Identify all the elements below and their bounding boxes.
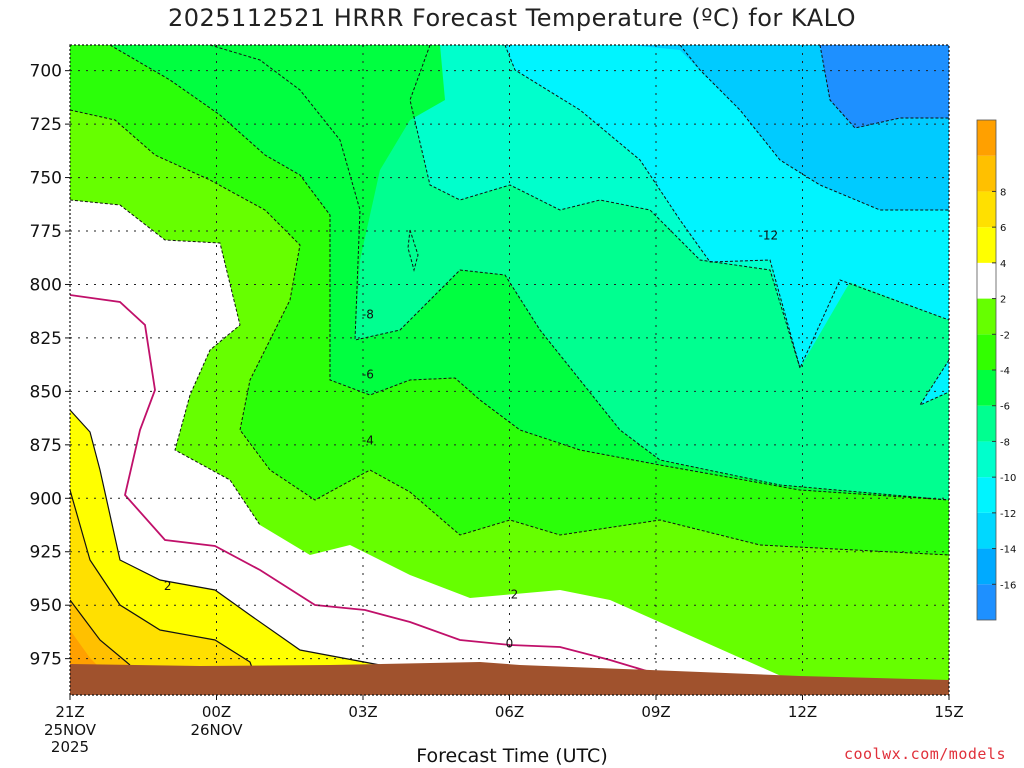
colorbar-swatch bbox=[977, 512, 996, 549]
contour-label: -12 bbox=[759, 228, 779, 242]
colorbar-label: -4 bbox=[1000, 366, 1010, 377]
colorbar-label: -2 bbox=[1000, 330, 1010, 341]
field-minus16-band bbox=[820, 45, 949, 128]
colorbar-swatch bbox=[977, 441, 996, 478]
y-tick-label: 825 bbox=[30, 329, 62, 349]
colorbar-swatch bbox=[977, 370, 996, 406]
x-tick-label: 00Z bbox=[202, 703, 231, 721]
chart-title: 2025112521 HRRR Forecast Temperature (ºC… bbox=[167, 4, 857, 32]
colorbar-swatch bbox=[977, 405, 996, 442]
x-axis-title: Forecast Time (UTC) bbox=[416, 745, 608, 767]
field-above-freezing bbox=[70, 200, 949, 695]
contour-labels: -12 -8 -6 -4 2 2 0 bbox=[164, 228, 778, 650]
colorbar-label: -10 bbox=[1000, 473, 1016, 484]
colorbar-label: -16 bbox=[1000, 580, 1016, 591]
x-tick-label: 12Z bbox=[788, 703, 817, 721]
x-tick-sublabel: 2025 bbox=[51, 738, 89, 756]
colorbar-swatch bbox=[977, 334, 996, 370]
plot-area: -12 -8 -6 -4 2 2 0 bbox=[70, 45, 949, 695]
colorbar-label: 2 bbox=[1000, 295, 1006, 306]
colorbar-label: -6 bbox=[1000, 402, 1010, 413]
colorbar-label: -8 bbox=[1000, 437, 1010, 448]
y-tick-label: 925 bbox=[30, 543, 62, 563]
ground-terrain bbox=[70, 662, 949, 695]
colorbar-swatch bbox=[977, 262, 996, 299]
x-tick-label: 06Z bbox=[495, 703, 524, 721]
colorbar-swatch bbox=[977, 548, 996, 585]
x-tick-sublabel: 26NOV bbox=[190, 721, 243, 739]
zero-degree-contour bbox=[70, 294, 651, 673]
contour-label: -4 bbox=[362, 434, 374, 448]
y-tick-label: 725 bbox=[30, 115, 62, 135]
dashed-contours bbox=[70, 45, 949, 556]
colorbar-swatch bbox=[977, 298, 996, 335]
colorbar-swatch bbox=[977, 227, 996, 263]
y-tick-label: 975 bbox=[30, 650, 62, 670]
colorbar-swatch bbox=[977, 477, 996, 513]
colorbar-swatch bbox=[977, 120, 996, 156]
colorbar-label: -14 bbox=[1000, 545, 1016, 556]
x-tick-label: 21Z bbox=[55, 703, 84, 721]
colorbar-label: 8 bbox=[1000, 187, 1006, 198]
colorbar-label: -12 bbox=[1000, 509, 1016, 520]
solid-contours bbox=[70, 409, 381, 691]
colorbar: -16 -14 -12 -10 -8 -6 -4 -2 2 4 6 8 bbox=[976, 119, 1016, 621]
x-tick-label: 09Z bbox=[641, 703, 670, 721]
contour-label: 2 bbox=[164, 579, 172, 593]
field-4-to-6 bbox=[70, 490, 260, 695]
x-tick-sublabel: 25NOV bbox=[44, 721, 97, 739]
y-tick-label: 875 bbox=[30, 436, 62, 456]
colorbar-label: 4 bbox=[1000, 259, 1006, 270]
colorbar-label: 6 bbox=[1000, 223, 1006, 234]
y-tick-label: 700 bbox=[30, 62, 62, 82]
y-tick-label: 775 bbox=[30, 222, 62, 242]
contour-label: -8 bbox=[362, 307, 374, 321]
y-tick-label: 750 bbox=[30, 169, 62, 189]
colorbar-swatch bbox=[977, 191, 996, 228]
colorbar-swatch bbox=[977, 155, 996, 192]
contour-label: -6 bbox=[362, 367, 374, 381]
contour-label: 0 bbox=[506, 637, 514, 651]
colorbar-swatch bbox=[977, 584, 996, 620]
x-tick-label: 03Z bbox=[348, 703, 377, 721]
y-axis-ticks: 700 725 750 775 800 825 850 875 900 925 950 975 bbox=[30, 62, 70, 670]
y-tick-label: 800 bbox=[30, 275, 62, 295]
y-tick-label: 900 bbox=[30, 489, 62, 509]
contour-label: 2 bbox=[511, 588, 519, 602]
credit-link[interactable]: coolwx.com/models bbox=[843, 745, 1006, 763]
x-tick-label: 15Z bbox=[934, 703, 963, 721]
y-tick-label: 850 bbox=[30, 382, 62, 402]
y-tick-label: 950 bbox=[30, 596, 62, 616]
